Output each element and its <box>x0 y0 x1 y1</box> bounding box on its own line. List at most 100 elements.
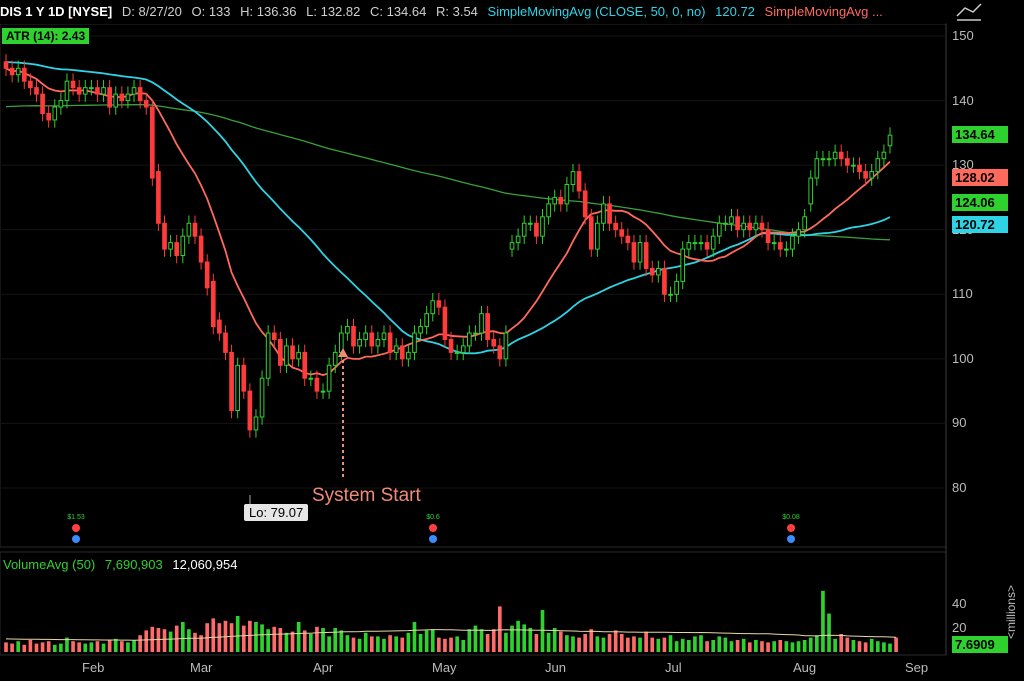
candle-body <box>131 87 137 95</box>
candle-body <box>838 151 844 160</box>
candle-body <box>64 80 70 102</box>
symbol-label[interactable]: DIS 1 Y 1D [NYSE] <box>0 4 113 19</box>
price-tag: 128.02 <box>952 168 1008 186</box>
volume-bar <box>821 590 825 652</box>
candle-body <box>863 171 868 179</box>
volume-bar <box>394 636 399 652</box>
volume-bar <box>827 613 831 652</box>
price-tick-label: 140 <box>952 92 974 108</box>
price-tick-label: 130 <box>952 157 974 173</box>
volume-bar <box>589 629 594 652</box>
candle-body <box>515 235 521 244</box>
volume-bar <box>686 640 691 652</box>
volume-bar <box>894 637 898 652</box>
volume-bar <box>839 634 844 652</box>
volume-unit-label: <millions> <box>1004 585 1018 640</box>
candle-body <box>223 332 228 353</box>
candle-body <box>497 345 503 360</box>
volume-bar <box>808 637 813 652</box>
price-tick-label: 150 <box>952 28 974 43</box>
volume-bar <box>272 626 277 652</box>
volume-bar <box>723 637 728 652</box>
volume-bar <box>729 641 734 652</box>
volume-average-line <box>5 629 897 641</box>
candle-body <box>649 267 655 276</box>
candle-body <box>802 216 807 231</box>
candle-body <box>796 229 801 237</box>
price-tick-label: 80 <box>952 480 967 495</box>
candle-body <box>95 87 100 95</box>
price-tag: 120.72 <box>952 216 1008 234</box>
candle-body <box>509 242 515 250</box>
volume-bar <box>229 623 234 652</box>
volume-bar <box>583 634 588 652</box>
candle-body <box>771 242 777 245</box>
volume-bar <box>138 635 142 652</box>
price-tick-label: 90 <box>952 415 967 431</box>
sma20-study-label[interactable]: SimpleMovingAvg ... <box>764 4 883 19</box>
candle-body <box>601 203 606 224</box>
earnings-icon <box>72 535 80 543</box>
volume-bar <box>601 637 606 652</box>
volume-bar <box>339 630 344 652</box>
volume-bar <box>34 643 39 652</box>
volume-bar <box>290 631 295 652</box>
volume-bar <box>467 629 472 652</box>
volume-bar <box>784 641 789 652</box>
volume-bar <box>260 624 264 652</box>
volume-bar <box>278 628 283 652</box>
volume-avg-label[interactable]: VolumeAvg (50) <box>3 557 96 572</box>
volume-bar <box>437 637 441 652</box>
candle-body <box>137 87 143 102</box>
volume-avg-value: 7,690,903 <box>104 557 163 572</box>
volume-bar <box>485 634 490 652</box>
volume-header: VolumeAvg (50) 7,690,903 12,060,954 <box>0 555 240 575</box>
volume-bar <box>120 641 124 652</box>
candle-body <box>741 222 747 231</box>
volume-bar <box>333 628 338 652</box>
candle-body <box>723 222 728 225</box>
candle-body <box>668 293 673 296</box>
volume-bar <box>888 643 892 652</box>
price-tick-label: 100 <box>952 350 974 366</box>
volume-bar <box>577 637 581 652</box>
candle-body <box>735 216 740 231</box>
volume-bar <box>16 641 21 652</box>
volume-bar <box>4 642 8 652</box>
volume-bar <box>504 632 508 652</box>
candle-body <box>485 313 490 340</box>
price-tag: 124.06 <box>952 194 1008 212</box>
volume-bar <box>315 626 319 652</box>
dividend-icon <box>72 524 80 532</box>
candle-body <box>686 242 692 250</box>
candle-body <box>759 222 765 231</box>
candle-body <box>412 332 417 353</box>
candle-body <box>302 351 308 379</box>
candle-body <box>710 235 716 250</box>
candle-body <box>34 87 39 95</box>
volume-bar <box>461 640 466 652</box>
volume-bar <box>46 641 51 652</box>
volume-bar <box>83 643 88 652</box>
candle-body <box>613 222 618 231</box>
candle-body <box>247 390 253 431</box>
volume-bar <box>650 637 655 652</box>
candle-body <box>399 345 405 360</box>
volume-bar <box>388 635 392 652</box>
volume-bar <box>565 635 569 652</box>
volume-current-value: 12,060,954 <box>172 557 238 572</box>
volume-bar <box>869 638 874 652</box>
candle-body <box>28 80 33 89</box>
candle-body <box>558 196 564 205</box>
sma50-study-label[interactable]: SimpleMovingAvg (CLOSE, 50, 0, no) <box>487 4 706 19</box>
candle-body <box>436 300 442 308</box>
candle-body <box>375 338 381 347</box>
candle-body <box>716 222 722 237</box>
candle-body <box>186 222 192 237</box>
volume-bar <box>113 638 118 652</box>
high-label: H: 136.36 <box>240 4 297 19</box>
volume-bar <box>321 628 325 652</box>
time-tick-label: Feb <box>82 660 105 675</box>
candle-body <box>643 242 649 269</box>
chart-settings-icon[interactable] <box>955 2 983 22</box>
